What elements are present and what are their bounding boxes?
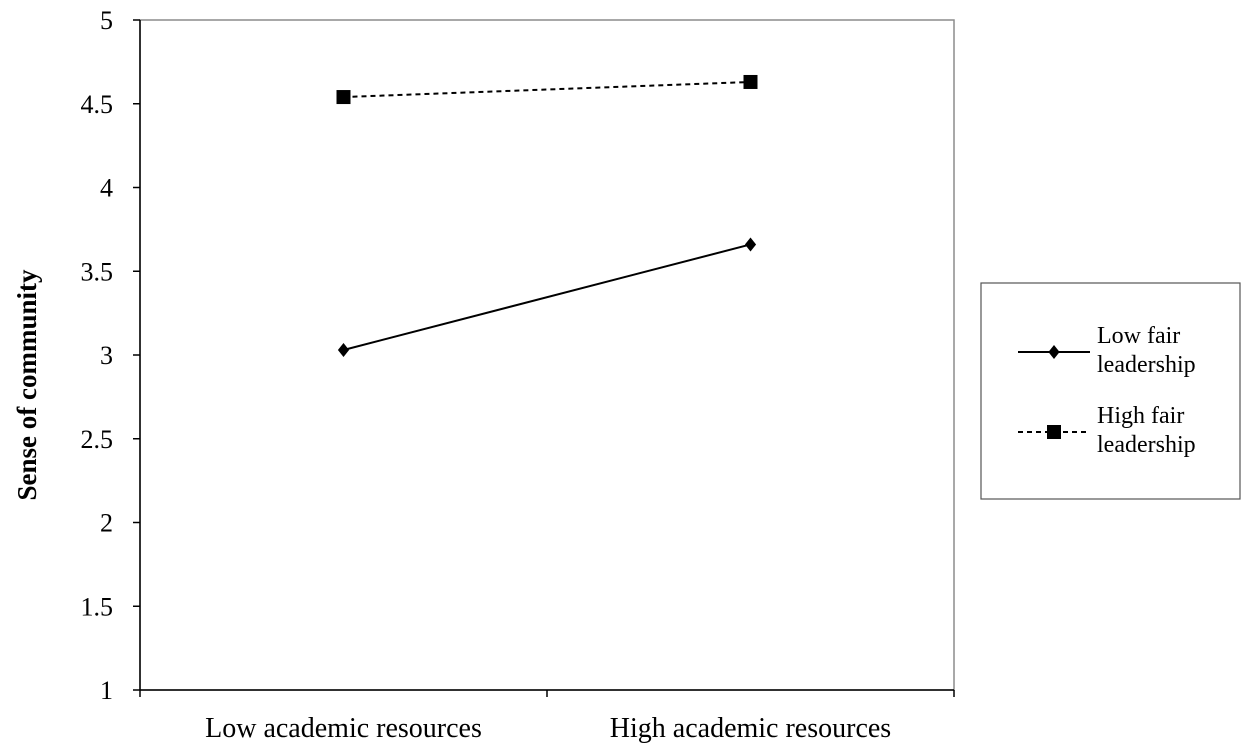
y-tick-label: 1	[100, 676, 113, 705]
series-layer	[336, 74, 758, 357]
legend-label-line: Low fair	[1097, 323, 1180, 349]
series-line	[343, 80, 751, 99]
plot-area	[139, 19, 955, 691]
data-point	[336, 90, 351, 105]
x-tick-label: High academic resources	[610, 713, 891, 744]
y-tick-label: 3	[100, 341, 113, 370]
legend-label-line: High fair	[1097, 403, 1184, 429]
y-tick-label: 5	[100, 6, 113, 35]
legend-label-line: leadership	[1097, 352, 1196, 378]
legend-swatch-marker	[1047, 425, 1061, 439]
y-tick-label: 4.5	[81, 90, 114, 119]
y-tick-label: 2	[100, 509, 113, 538]
y-axis-label: Sense of community	[12, 269, 42, 500]
data-point	[337, 342, 350, 357]
series-1	[337, 237, 757, 357]
axes: 1 1.5 2 2.5 3 3.5 4 4.5 5 Low academic resources H…	[81, 6, 955, 744]
legend-label-line: leadership	[1097, 432, 1196, 458]
legend: Low fair leadership High fair leadership	[980, 282, 1241, 500]
y-tick-label: 4	[100, 174, 113, 203]
legend-label: High fair leadership	[1097, 403, 1196, 458]
series-line	[343, 243, 751, 351]
x-tick-label: Low academic resources	[205, 713, 482, 744]
legend-item-2: High fair leadership	[1018, 403, 1196, 458]
legend-item-1: Low fair leadership	[1018, 323, 1196, 378]
legend-box	[980, 282, 1241, 500]
y-tick-label: 2.5	[81, 425, 114, 454]
y-tick-label: 3.5	[81, 257, 114, 286]
data-point	[743, 74, 758, 89]
legend-swatch-marker	[1048, 345, 1060, 359]
data-point	[744, 237, 757, 252]
y-tick-label: 1.5	[81, 592, 114, 621]
legend-label: Low fair leadership	[1097, 323, 1196, 378]
series-2	[336, 74, 758, 105]
